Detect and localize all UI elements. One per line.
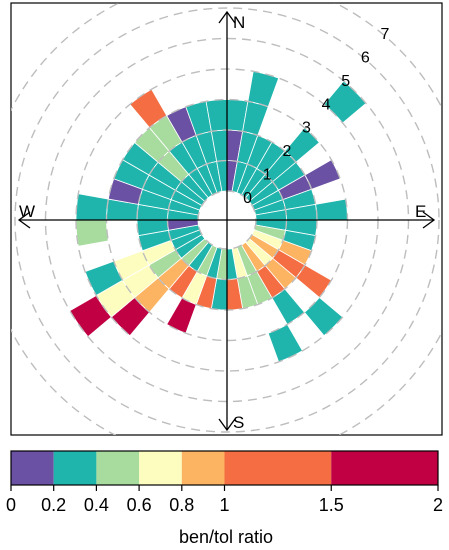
color-legend: 0 0.2 0.4 0.6 0.8 1 1.5 2 <box>6 450 443 515</box>
legend-tick-label-4: 0.8 <box>169 495 194 515</box>
compass-label-north: N <box>233 13 245 32</box>
arrow-south <box>218 418 236 432</box>
radial-tick-5: 5 <box>341 73 350 90</box>
arrow-east <box>422 211 436 229</box>
compass-axes <box>17 10 436 432</box>
legend-swatch-4 <box>181 451 225 485</box>
compass-label-south: S <box>233 413 244 432</box>
legend-tick-label-5: 1 <box>219 495 229 515</box>
legend-swatch-1 <box>53 451 97 485</box>
legend-tick-label-0: 0 <box>6 495 16 515</box>
legend-tick-label-6: 1.5 <box>319 495 344 515</box>
legend-swatch-5 <box>224 451 332 485</box>
radial-tick-2: 2 <box>282 143 291 160</box>
radial-tick-4: 4 <box>322 96 331 113</box>
legend-swatch-0 <box>11 451 54 485</box>
compass-label-west: W <box>19 202 35 221</box>
arrow-north <box>218 10 236 24</box>
radial-tick-7: 7 <box>380 26 389 43</box>
legend-tick-label-7: 2 <box>433 495 443 515</box>
radial-tick-3: 3 <box>302 120 311 137</box>
legend-swatch-2 <box>96 451 140 485</box>
radial-tick-1: 1 <box>263 166 272 183</box>
compass-label-east: E <box>415 202 426 221</box>
chart-labels: N E S W <box>19 13 426 432</box>
radial-tick-6: 6 <box>361 50 370 67</box>
arrow-west <box>17 211 31 229</box>
legend-swatch-6 <box>331 451 438 485</box>
legend-tick-label-1: 0.2 <box>41 495 66 515</box>
legend-tick-label-2: 0.4 <box>84 495 109 515</box>
grid-circle-6 <box>14 7 440 433</box>
legend-swatch-3 <box>139 451 182 485</box>
radial-tick-0: 0 <box>243 190 252 207</box>
wind-cells <box>69 70 367 363</box>
legend-title: ben/tol ratio <box>179 527 273 547</box>
legend-tick-label-3: 0.6 <box>127 495 152 515</box>
